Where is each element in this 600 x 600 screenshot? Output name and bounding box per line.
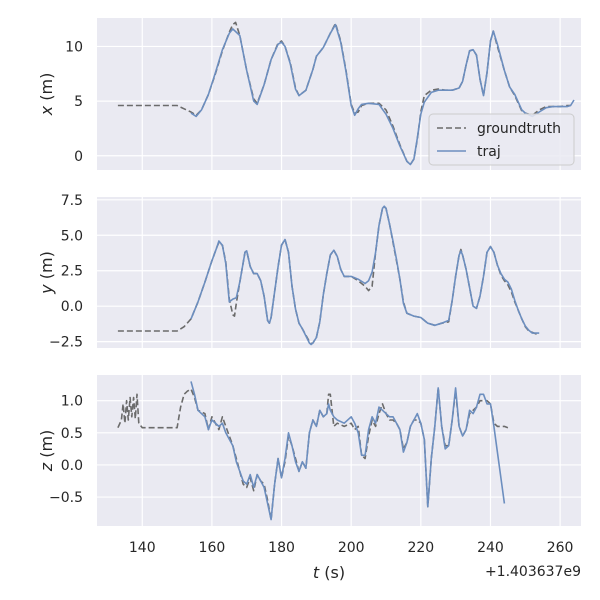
y-tick-label: 0 — [74, 149, 83, 165]
x-tick-label: 200 — [338, 540, 365, 556]
legend: groundtruth traj — [428, 113, 575, 166]
x-axis-var: t — [313, 563, 320, 582]
y-tick-label: 2.5 — [61, 264, 83, 280]
y-tick-label: 7.5 — [61, 193, 83, 209]
y-tick-label: 5.0 — [61, 228, 83, 244]
series-traj-y — [190, 205, 540, 346]
plot-area-z — [97, 375, 581, 526]
y-axis-unit: (m) — [37, 73, 56, 106]
x-tick-label: 240 — [477, 540, 504, 556]
x-axis-label: t (s) — [313, 563, 345, 582]
y-tick-label: 5 — [74, 94, 83, 110]
y-axis-label: y (m) — [37, 251, 56, 295]
y-axis-label: x (m) — [37, 73, 56, 117]
y-tick-label: 10 — [65, 39, 83, 55]
x-tick-label: 180 — [268, 540, 295, 556]
legend-label-groundtruth: groundtruth — [477, 121, 561, 137]
y-axis-unit: (m) — [37, 251, 56, 284]
panel-z: −0.5 0.0 0.5 1.0 z (m) 140 160 180 200 220 240 260 t… — [37, 375, 581, 582]
y-axis-var: y — [37, 284, 56, 295]
y-tick-label: 0.0 — [61, 299, 83, 315]
plot-area-y — [97, 197, 581, 348]
series-traj-z — [190, 381, 506, 521]
x-tick-label: 260 — [547, 540, 574, 556]
y-axis-label: z (m) — [37, 430, 56, 473]
y-tick-label: −0.5 — [49, 490, 83, 506]
series-groundtruth-z — [117, 387, 509, 521]
y-axis-unit: (m) — [37, 430, 56, 463]
legend-box — [428, 113, 575, 166]
x-tick-label: 220 — [407, 540, 434, 556]
y-axis-var: z — [37, 462, 56, 472]
panel-x: 0 5 10 x (m) groundtruth traj — [37, 18, 581, 170]
series-traj-x — [190, 23, 575, 166]
y-tick-label: 1.0 — [61, 394, 83, 410]
y-tick-label: 0.5 — [61, 426, 83, 442]
x-axis-unit: (s) — [319, 563, 345, 582]
x-tick-label: 140 — [129, 540, 156, 556]
legend-label-traj: traj — [477, 144, 501, 160]
x-tick-label: 160 — [199, 540, 226, 556]
panel-y: −2.5 0.0 2.5 5.0 7.5 y (m) — [37, 193, 581, 351]
y-axis-var: x — [37, 105, 56, 116]
y-tick-label: −2.5 — [49, 335, 83, 351]
x-offset-label: +1.403637e9 — [485, 564, 581, 580]
y-tick-label: 0.0 — [61, 458, 83, 474]
